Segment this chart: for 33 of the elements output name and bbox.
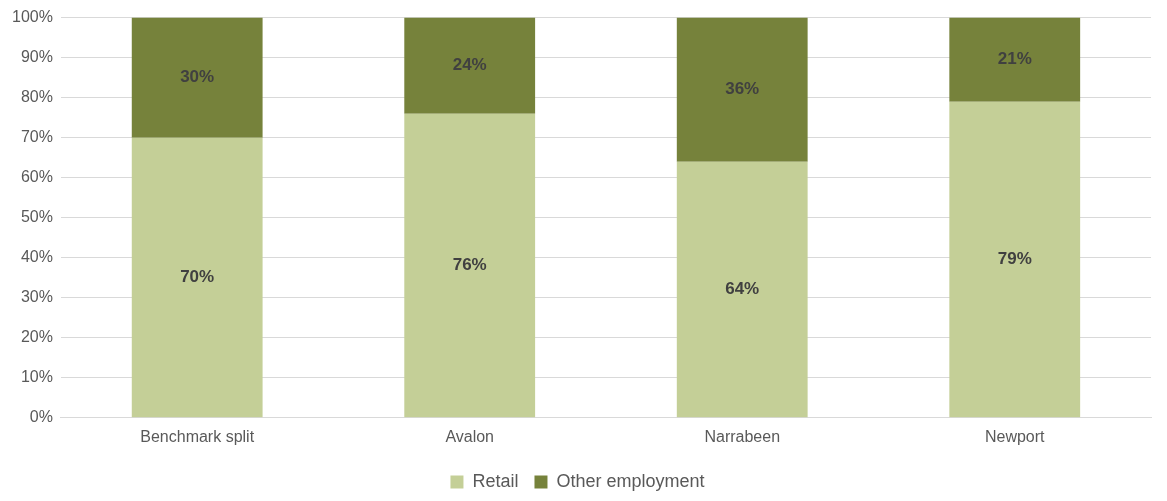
x-tick-label: Avalon bbox=[445, 427, 495, 445]
data-label: 64% bbox=[725, 279, 760, 299]
y-tick-label: 20% bbox=[20, 328, 53, 346]
x-tick-label: Narrabeen bbox=[704, 427, 781, 445]
y-tick-label: 10% bbox=[20, 368, 53, 386]
y-tick-label: 50% bbox=[20, 208, 53, 226]
y-tick-label: 60% bbox=[20, 168, 53, 186]
y-tick-label: 0% bbox=[29, 408, 53, 426]
data-label: 36% bbox=[725, 79, 760, 99]
x-tick-label: Newport bbox=[984, 427, 1046, 445]
legend-label: Retail bbox=[472, 470, 519, 491]
bar bbox=[404, 113, 536, 418]
bar bbox=[676, 17, 808, 162]
x-tick-label: Benchmark split bbox=[140, 427, 255, 445]
bar bbox=[131, 17, 263, 138]
y-tick-label: 40% bbox=[20, 248, 53, 266]
data-label: 24% bbox=[452, 55, 487, 75]
bar bbox=[131, 137, 263, 418]
y-tick-label: 90% bbox=[20, 48, 53, 66]
data-label: 76% bbox=[452, 255, 487, 275]
data-label: 21% bbox=[997, 49, 1032, 69]
legend-label: Other employment bbox=[556, 470, 705, 491]
y-tick-label: 100% bbox=[12, 8, 53, 26]
data-label: 79% bbox=[997, 249, 1032, 269]
bar bbox=[949, 101, 1081, 418]
bar bbox=[676, 161, 808, 418]
y-tick-label: 80% bbox=[20, 88, 53, 106]
data-label: 70% bbox=[180, 267, 215, 287]
data-label: 30% bbox=[180, 67, 215, 87]
y-tick-label: 70% bbox=[20, 128, 53, 146]
bar bbox=[949, 17, 1081, 102]
y-tick-label: 30% bbox=[20, 288, 53, 306]
bar bbox=[404, 17, 536, 114]
